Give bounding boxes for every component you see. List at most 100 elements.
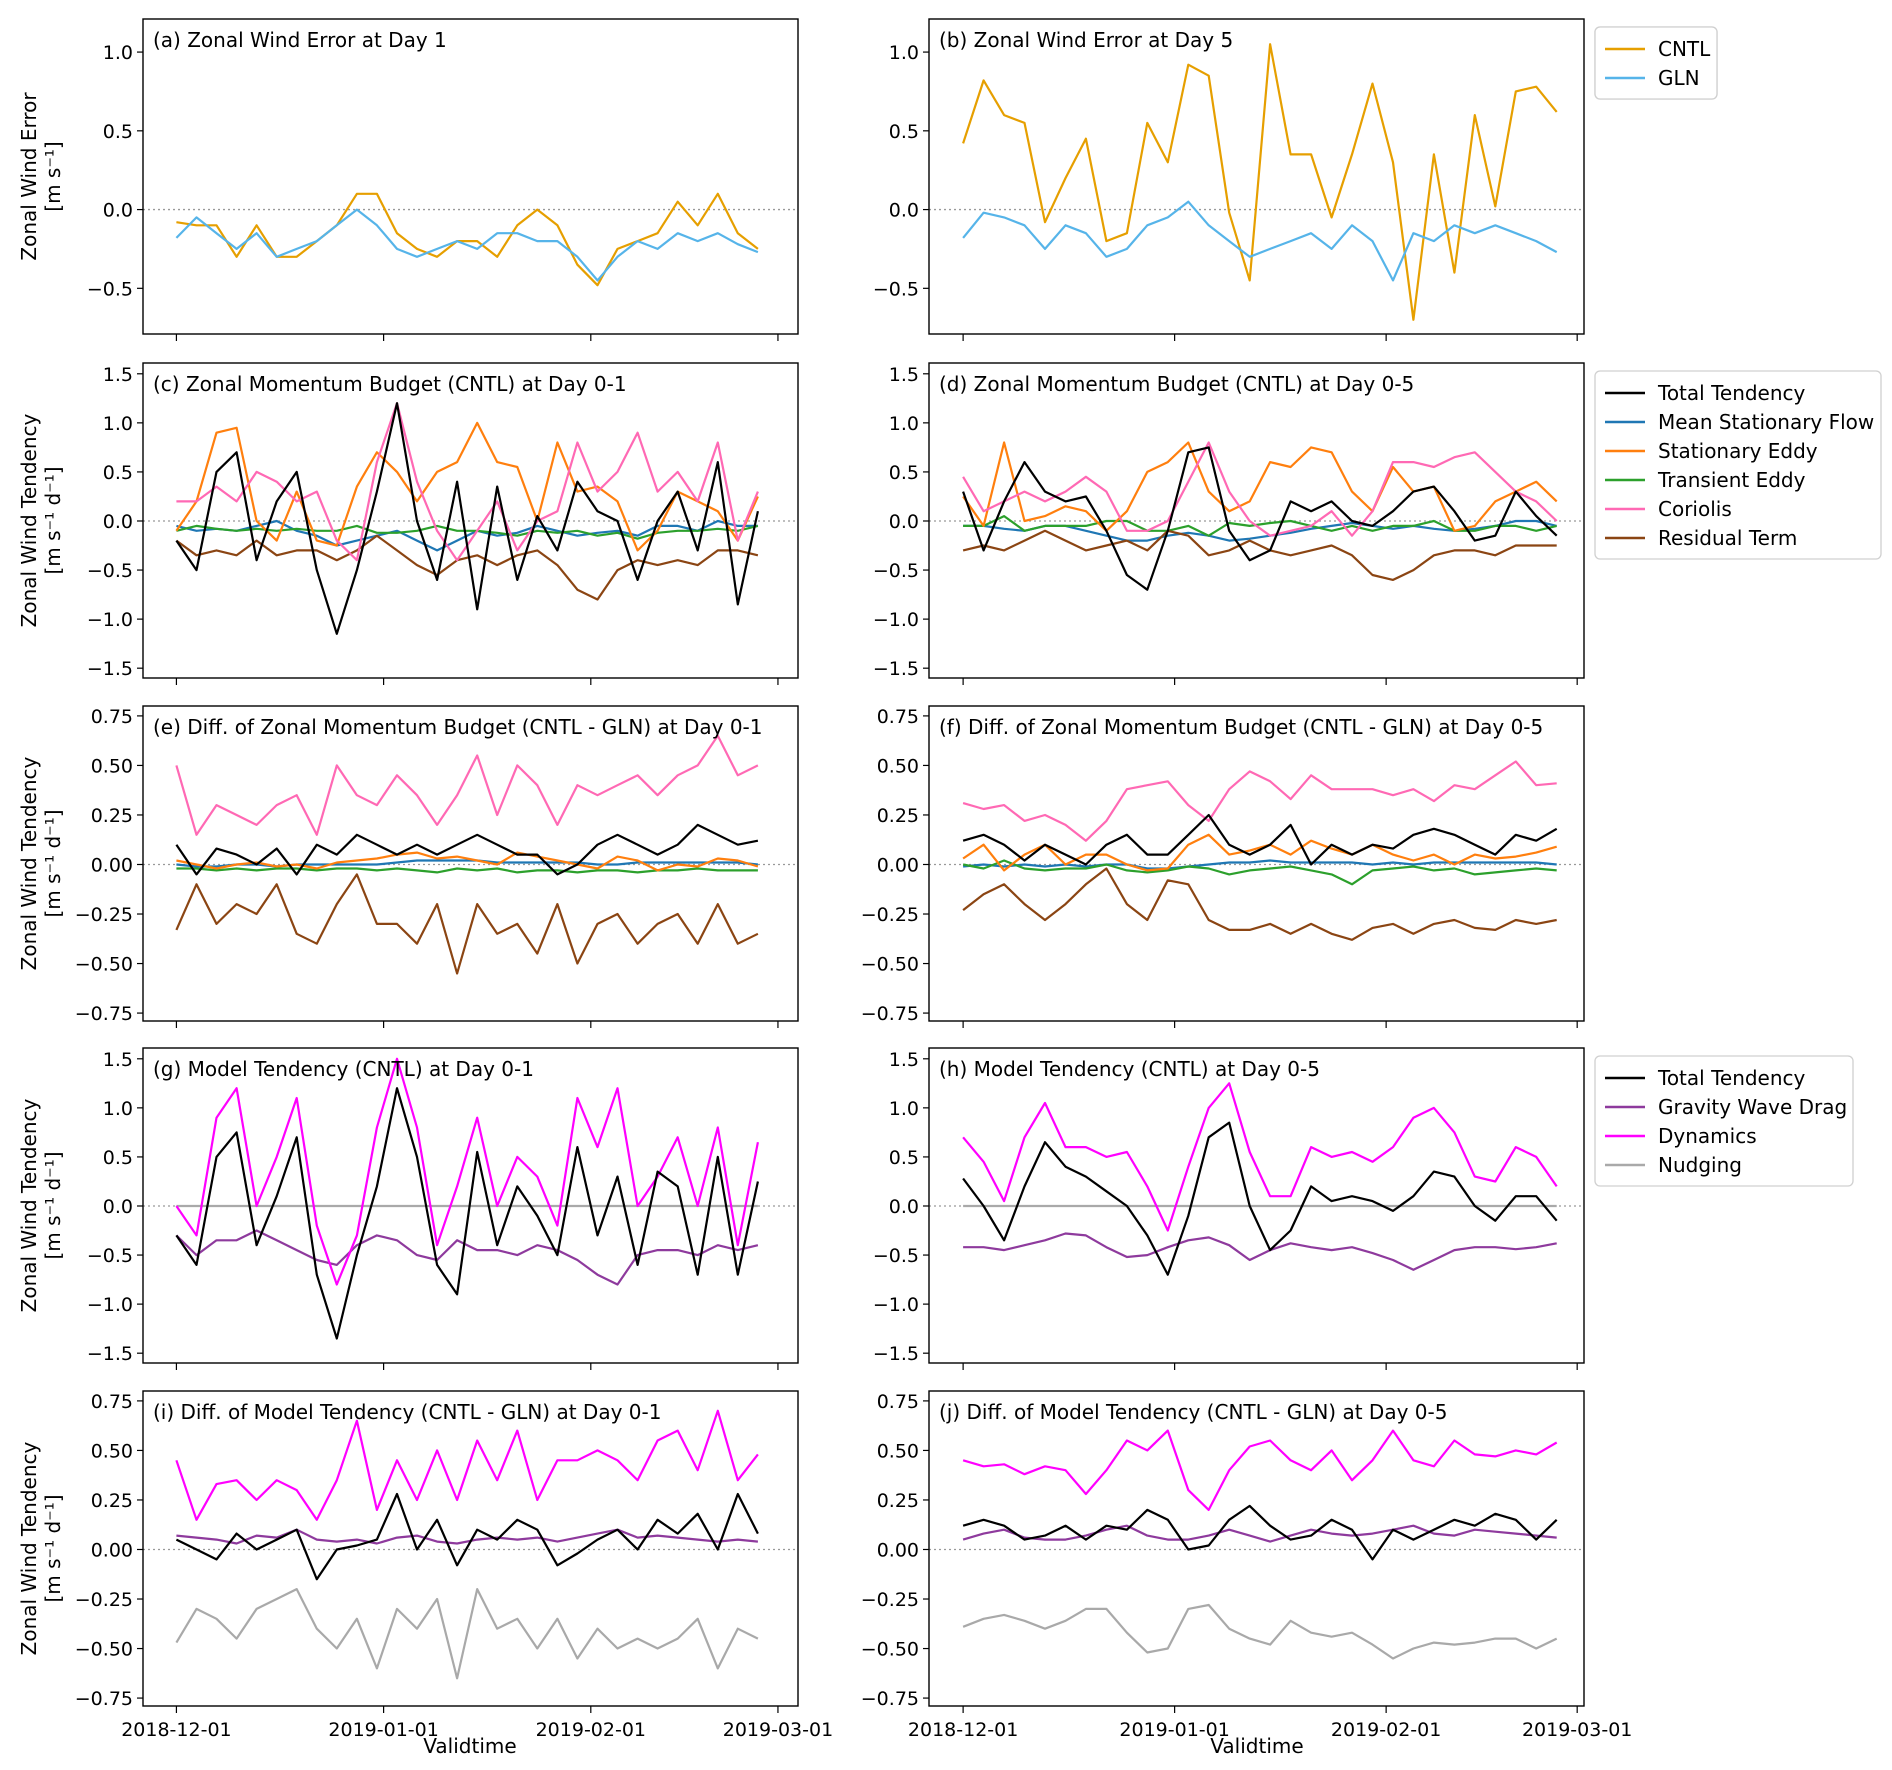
y-axis-label: Zonal Wind Tendency <box>17 413 41 627</box>
legend-model: Total Tendency Gravity Wave Drag Dynamics N… <box>1594 1055 1854 1187</box>
x-tick-label: 2019-02-01 <box>1331 1719 1441 1741</box>
series-line-residual-term <box>962 529 1557 582</box>
y-axis-label: Zonal Wind Tendency <box>17 756 41 970</box>
y-axis-units: [m s⁻¹] <box>41 141 65 211</box>
series-line-stationary-eddy <box>176 851 759 872</box>
legend-label: Mean Stationary Flow <box>1658 410 1874 434</box>
legend-label: Stationary Eddy <box>1658 439 1818 463</box>
y-tick-label: −0.25 <box>75 904 133 926</box>
legend-label: Total Tendency <box>1657 1066 1806 1090</box>
panel-g: −1.5 −1.0 −0.5 0.0 0.5 1.0 1.5 (g) Model Tenden… <box>17 1047 799 1370</box>
series-line-stationary-eddy <box>962 441 1558 532</box>
y-tick-label: 0.5 <box>889 121 919 143</box>
panel-title: (c) Zonal Momentum Budget (CNTL) at Day … <box>153 372 627 396</box>
y-tick-label: 1.5 <box>103 364 133 386</box>
panel-title: (b) Zonal Wind Error at Day 5 <box>939 28 1233 52</box>
y-tick-label: 0.75 <box>877 1391 919 1413</box>
series-line-coriolis <box>962 441 1558 537</box>
series-line-transient-eddy <box>963 514 1557 537</box>
panel-title: (f) Diff. of Zonal Momentum Budget (CNTL… <box>939 715 1543 739</box>
y-tick-label: 0.00 <box>877 854 919 876</box>
series-line-residual-term <box>962 867 1557 941</box>
panel-title: (h) Model Tendency (CNTL) at Day 0-5 <box>939 1057 1320 1081</box>
axes-frame <box>142 18 799 335</box>
series-line-total-tendency <box>962 1504 1558 1561</box>
y-tick-label: 0.5 <box>103 1147 133 1169</box>
y-axis-units: [m s⁻¹ d⁻¹] <box>41 1151 65 1259</box>
panel-title: (j) Diff. of Model Tendency (CNTL - GLN)… <box>939 1400 1447 1424</box>
y-tick-label: 0.50 <box>91 755 133 777</box>
legend-label: Transient Eddy <box>1657 468 1806 492</box>
y-tick-label: −0.5 <box>873 1245 919 1267</box>
y-tick-label: 1.5 <box>889 364 919 386</box>
panel-f: −0.75 −0.50 −0.25 0.00 0.25 0.50 0.75 (f) Diff.… <box>861 705 1585 1028</box>
y-axis-units: [m s⁻¹ d⁻¹] <box>41 809 65 917</box>
legend-label: Total Tendency <box>1657 381 1806 405</box>
y-tick-label: 0.25 <box>91 805 133 827</box>
legend-label: CNTL <box>1658 37 1711 61</box>
y-tick-label: −0.5 <box>87 560 133 582</box>
series-line-total-tendency <box>175 1492 759 1581</box>
x-tick-label: 2019-03-01 <box>723 1719 833 1741</box>
y-tick-label: 0.25 <box>91 1490 133 1512</box>
x-tick-label: 2018-12-01 <box>121 1719 231 1741</box>
y-tick-label: 0.0 <box>103 1196 133 1218</box>
y-tick-label: 1.0 <box>889 413 919 435</box>
y-tick-label: −0.50 <box>861 954 919 976</box>
series-line-stationary-eddy <box>175 421 759 552</box>
axes-frame <box>928 18 1585 335</box>
series-line-total-tendency <box>962 446 1558 591</box>
legend-error: CNTL GLN <box>1594 26 1718 100</box>
legend-label: Coriolis <box>1658 497 1732 521</box>
series-line-dynamics <box>175 1409 759 1521</box>
y-axis-units: [m s⁻¹ d⁻¹] <box>41 466 65 574</box>
series-line-nudging <box>175 1587 759 1680</box>
series-line-total-tendency <box>962 813 1558 866</box>
y-tick-label: 0.75 <box>877 706 919 728</box>
y-tick-label: −0.75 <box>861 1688 919 1710</box>
legend-label: Residual Term <box>1658 526 1797 550</box>
y-tick-label: 0.00 <box>91 854 133 876</box>
y-tick-label: −0.25 <box>75 1589 133 1611</box>
y-axis-label: Zonal Wind Error <box>17 92 41 261</box>
series-line-coriolis <box>962 760 1557 842</box>
y-axis-label: Zonal Wind Tendency <box>17 1441 41 1655</box>
panel-j: −0.75 −0.50 −0.25 0.00 0.25 0.50 0.75 2018-12-0… <box>861 1390 1632 1741</box>
series-line-transient-eddy <box>176 867 758 874</box>
axes-frame <box>142 1390 799 1707</box>
y-tick-label: 0.00 <box>91 1539 133 1561</box>
series-line-total-tendency <box>175 823 759 876</box>
y-tick-label: −0.5 <box>873 278 919 300</box>
series-line-gravity-wave-drag <box>176 1528 759 1545</box>
y-tick-label: 0.5 <box>889 462 919 484</box>
series-line-gravity-wave-drag <box>175 1229 759 1286</box>
x-tick-label: 2019-01-01 <box>328 1719 438 1741</box>
series-line-total-tendency <box>175 402 759 635</box>
x-tick-label: 2018-12-01 <box>908 1719 1018 1741</box>
y-tick-label: 1.0 <box>889 42 919 64</box>
y-tick-label: −0.25 <box>861 904 919 926</box>
y-axis-units: [m s⁻¹ d⁻¹] <box>41 1494 65 1602</box>
series-line-stationary-eddy <box>962 833 1558 872</box>
panel-title: (i) Diff. of Model Tendency (CNTL - GLN)… <box>153 1400 661 1424</box>
y-tick-label: −0.5 <box>87 278 133 300</box>
y-tick-label: −0.25 <box>861 1589 919 1611</box>
y-tick-label: 0.50 <box>877 755 919 777</box>
y-axis-label: Zonal Wind Tendency <box>17 1098 41 1312</box>
y-tick-label: 0.50 <box>91 1440 133 1462</box>
y-tick-label: 0.5 <box>103 462 133 484</box>
series-line-dynamics <box>962 1082 1558 1232</box>
panel-d: −1.5 −1.0 −0.5 0.0 0.5 1.0 1.5 (d) Zonal Moment… <box>873 362 1882 685</box>
legend-box <box>1594 26 1718 100</box>
y-tick-label: −0.5 <box>873 560 919 582</box>
y-tick-label: 0.5 <box>889 1147 919 1169</box>
y-tick-label: −0.50 <box>75 954 133 976</box>
x-axis-label-left: Validtime <box>423 1734 516 1758</box>
y-tick-label: 0.25 <box>877 1490 919 1512</box>
y-tick-label: 0.0 <box>889 511 919 533</box>
panel-title: (d) Zonal Momentum Budget (CNTL) at Day … <box>939 372 1414 396</box>
y-tick-label: −1.0 <box>873 609 919 631</box>
panel-a: −0.5 0.0 0.5 1.0 (a) Zonal Wind Error at Day… <box>17 18 1718 341</box>
series-line-dynamics <box>962 1429 1558 1512</box>
legend-label: Gravity Wave Drag <box>1658 1095 1847 1119</box>
